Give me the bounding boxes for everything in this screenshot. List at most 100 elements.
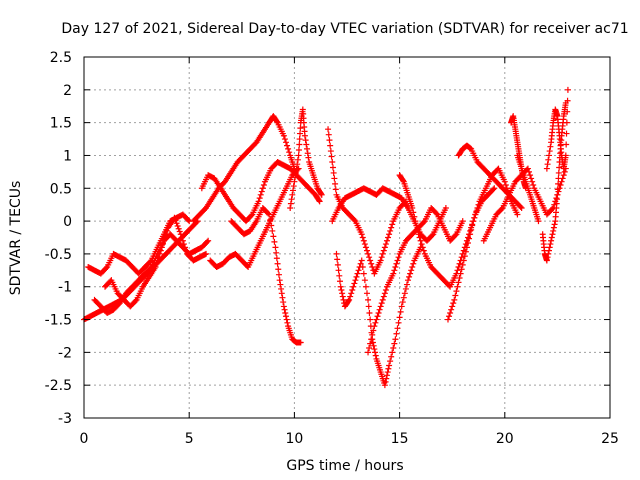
- data-point: [365, 349, 372, 356]
- data-point: [172, 217, 179, 224]
- data-point: [297, 130, 304, 137]
- data-point: [294, 156, 301, 163]
- data-point: [329, 159, 336, 166]
- y-tick-label: -1: [58, 280, 72, 296]
- data-point: [287, 204, 294, 211]
- y-axis-label: SDTVAR / TECUs: [8, 181, 24, 296]
- data-point: [466, 235, 473, 242]
- data-point: [555, 175, 562, 182]
- series-track-n: [396, 172, 498, 290]
- data-point: [370, 342, 377, 349]
- data-point: [282, 139, 289, 146]
- data-point: [456, 260, 463, 267]
- data-point: [501, 178, 508, 185]
- data-point: [289, 191, 296, 198]
- x-tick-label: 5: [185, 431, 194, 447]
- data-point: [395, 254, 402, 261]
- data-point: [454, 267, 461, 274]
- data-point: [297, 125, 304, 132]
- data-point: [285, 145, 292, 152]
- data-point: [363, 247, 370, 254]
- data-point: [385, 234, 392, 241]
- y-tick-label: 2.5: [50, 50, 72, 66]
- data-point: [163, 231, 170, 238]
- data-point: [394, 325, 401, 332]
- data-point: [283, 316, 290, 323]
- data-point: [414, 226, 421, 233]
- data-point: [383, 375, 390, 382]
- data-point: [545, 250, 552, 257]
- data-point: [393, 260, 400, 267]
- data-point: [256, 195, 263, 202]
- data-point: [458, 254, 465, 261]
- data-point: [450, 300, 457, 307]
- data-point: [549, 231, 556, 238]
- data-point: [274, 260, 281, 267]
- x-tick-label: 15: [391, 431, 409, 447]
- y-tick-label: -3: [58, 411, 72, 427]
- data-point: [318, 191, 325, 198]
- data-point: [420, 247, 427, 254]
- data-point: [389, 349, 396, 356]
- series-track-g: [207, 165, 302, 271]
- data-point: [374, 313, 381, 320]
- data-point: [357, 260, 364, 267]
- data-point: [346, 296, 353, 303]
- data-point: [329, 164, 336, 171]
- data-point: [305, 154, 312, 161]
- data-point: [475, 201, 482, 208]
- data-point: [407, 270, 414, 277]
- y-tick-label: 0: [63, 214, 72, 230]
- data-point: [419, 244, 426, 251]
- data-point: [379, 250, 386, 257]
- data-point: [160, 237, 167, 244]
- data-point: [288, 196, 295, 203]
- data-point: [544, 161, 551, 168]
- data-point: [396, 314, 403, 321]
- data-point: [371, 323, 378, 330]
- series-track-h: [228, 204, 304, 346]
- data-point: [474, 204, 481, 211]
- data-point: [362, 244, 369, 251]
- data-point: [152, 264, 159, 271]
- plot-frame: [83, 56, 611, 419]
- data-point: [284, 142, 291, 149]
- data-point: [392, 336, 399, 343]
- data-point: [395, 319, 402, 326]
- data-point: [455, 279, 462, 286]
- data-point: [518, 204, 525, 211]
- data-point: [372, 352, 379, 359]
- data-point: [164, 227, 171, 234]
- data-point: [470, 218, 477, 225]
- data-point: [353, 273, 360, 280]
- data-point: [332, 186, 339, 193]
- data-point: [171, 214, 178, 221]
- data-point: [359, 264, 366, 271]
- data-point: [287, 200, 294, 207]
- data-point: [461, 253, 468, 260]
- data-point: [556, 164, 563, 171]
- data-point: [409, 264, 416, 271]
- data-point: [454, 283, 461, 290]
- data-point: [392, 264, 399, 271]
- data-point: [548, 237, 555, 244]
- data-point: [560, 172, 567, 179]
- data-point: [420, 219, 427, 226]
- data-point: [463, 244, 470, 251]
- data-point: [558, 178, 565, 185]
- data-point: [183, 247, 190, 254]
- data-point: [339, 290, 346, 297]
- data-point: [345, 297, 352, 304]
- data-point: [455, 264, 462, 271]
- data-point: [544, 254, 551, 261]
- data-points: [81, 86, 571, 389]
- data-point: [405, 277, 412, 284]
- data-point: [156, 250, 163, 257]
- data-point: [384, 369, 391, 376]
- data-point: [275, 271, 282, 278]
- data-point: [433, 210, 440, 217]
- data-point: [336, 278, 343, 285]
- data-point: [367, 340, 374, 347]
- data-point: [390, 344, 397, 351]
- data-point: [365, 250, 372, 257]
